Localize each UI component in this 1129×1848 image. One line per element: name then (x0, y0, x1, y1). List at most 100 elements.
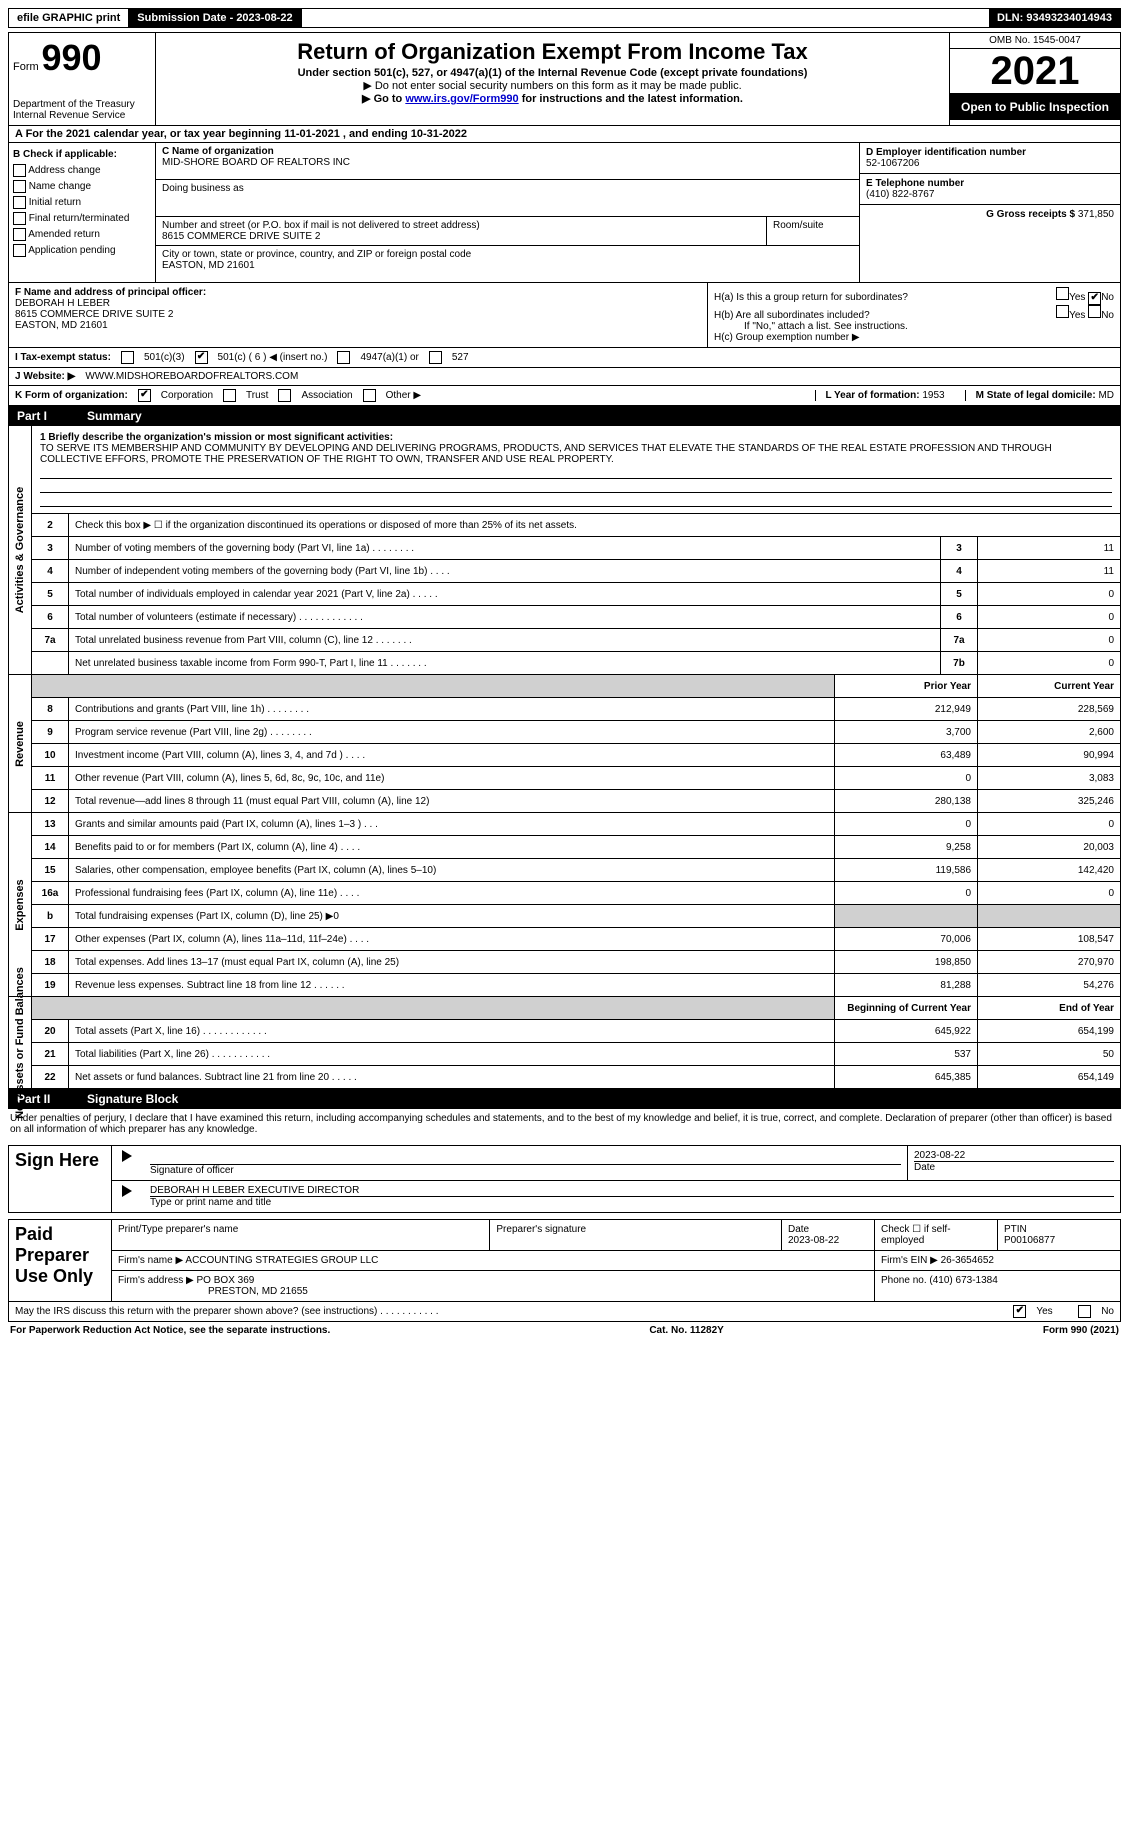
officer-group-block: F Name and address of principal officer:… (8, 283, 1121, 348)
b5: 5 (941, 583, 978, 606)
ha-no-lbl: No (1101, 292, 1114, 303)
footer-right: Form 990 (2021) (1043, 1325, 1119, 1336)
part2-header: Part II Signature Block (8, 1089, 1121, 1109)
chk-501c3[interactable] (121, 351, 134, 364)
ha-label: H(a) Is this a group return for subordin… (714, 292, 1056, 303)
b6: 6 (941, 606, 978, 629)
v7b: 0 (978, 652, 1121, 675)
chk-address[interactable] (13, 164, 26, 177)
v7a: 0 (978, 629, 1121, 652)
cy14: 20,003 (978, 836, 1121, 859)
ssn-note: ▶ Do not enter social security numbers o… (166, 79, 939, 92)
eoy21: 50 (978, 1043, 1121, 1066)
dln: DLN: 93493234014943 (989, 9, 1120, 27)
n8: 8 (32, 698, 69, 721)
b3: 3 (941, 537, 978, 560)
boy20: 645,922 (835, 1020, 978, 1043)
t5: Total number of individuals employed in … (69, 583, 941, 606)
chk-527[interactable] (429, 351, 442, 364)
chk-final[interactable] (13, 212, 26, 225)
submission-date: Submission Date - 2023-08-22 (129, 9, 301, 27)
n3: 3 (32, 537, 69, 560)
footer-mid: Cat. No. 11282Y (649, 1325, 723, 1336)
chk-4947[interactable] (337, 351, 350, 364)
pp-check: Check ☐ if self-employed (875, 1220, 998, 1251)
chk-corp[interactable] (138, 389, 151, 402)
n15: 15 (32, 859, 69, 882)
box-b-title: B Check if applicable: (13, 147, 151, 163)
sign-here-table: Sign Here Signature of officer 2023-08-2… (8, 1145, 1121, 1213)
firm-name: ACCOUNTING STRATEGIES GROUP LLC (185, 1255, 378, 1266)
chk-pending[interactable] (13, 244, 26, 257)
ha-yes-lbl: Yes (1069, 292, 1085, 303)
ag-table: 2Check this box ▶ ☐ if the organization … (32, 514, 1120, 674)
gross-receipts: 371,850 (1078, 209, 1114, 220)
lbl-4947: 4947(a)(1) or (360, 352, 418, 363)
form-title: Return of Organization Exempt From Incom… (166, 39, 939, 65)
lbl-name: Name change (29, 181, 91, 192)
chk-amended[interactable] (13, 228, 26, 241)
hb-yes[interactable] (1056, 305, 1069, 318)
chk-other[interactable] (363, 389, 376, 402)
l-label: L Year of formation: (826, 390, 920, 401)
open-to-public: Open to Public Inspection (950, 94, 1120, 120)
lbl-amended: Amended return (28, 229, 100, 240)
n14: 14 (32, 836, 69, 859)
py16a: 0 (835, 882, 978, 905)
t16b: Total fundraising expenses (Part IX, col… (69, 905, 835, 928)
chk-trust[interactable] (223, 389, 236, 402)
t15: Salaries, other compensation, employee b… (69, 859, 835, 882)
exp-table: 13Grants and similar amounts paid (Part … (32, 813, 1120, 996)
dept-treasury: Department of the Treasury (13, 99, 151, 110)
form-subtitle: Under section 501(c), 527, or 4947(a)(1)… (166, 67, 939, 79)
t7b: Net unrelated business taxable income fr… (69, 652, 941, 675)
row-k: K Form of organization: Corporation Trus… (8, 386, 1121, 406)
n16a: 16a (32, 882, 69, 905)
col-eoy: End of Year (978, 997, 1121, 1020)
firm-name-label: Firm's name ▶ (118, 1255, 183, 1266)
officer-addr2: EASTON, MD 21601 (15, 320, 701, 331)
py17: 70,006 (835, 928, 978, 951)
section-nab: Net Assets or Fund Balances Beginning of… (8, 997, 1121, 1089)
n13: 13 (32, 813, 69, 836)
v6: 0 (978, 606, 1121, 629)
state-domicile: MD (1098, 390, 1114, 401)
section-rev: Revenue Prior YearCurrent Year 8Contribu… (8, 675, 1121, 813)
n17: 17 (32, 928, 69, 951)
sig-date: 2023-08-22 (914, 1150, 1114, 1162)
hb-no[interactable] (1088, 305, 1101, 318)
col-cy: Current Year (978, 675, 1121, 698)
t18: Total expenses. Add lines 13–17 (must eq… (69, 951, 835, 974)
discuss-no-lbl: No (1101, 1306, 1114, 1317)
n18: 18 (32, 951, 69, 974)
footer-left: For Paperwork Reduction Act Notice, see … (10, 1325, 330, 1336)
discuss-text: May the IRS discuss this return with the… (15, 1306, 1003, 1317)
chk-501c[interactable] (195, 351, 208, 364)
v4: 11 (978, 560, 1121, 583)
t3: Number of voting members of the governin… (69, 537, 941, 560)
chk-assoc[interactable] (278, 389, 291, 402)
hb-note: If "No," attach a list. See instructions… (714, 321, 1114, 332)
cy10: 90,994 (978, 744, 1121, 767)
discuss-yes[interactable] (1013, 1305, 1026, 1318)
chk-initial[interactable] (13, 196, 26, 209)
n11: 11 (32, 767, 69, 790)
chk-name[interactable] (13, 180, 26, 193)
discuss-no[interactable] (1078, 1305, 1091, 1318)
irs-link[interactable]: www.irs.gov/Form990 (405, 93, 518, 105)
arrow-icon (122, 1150, 132, 1162)
mission-text: TO SERVE ITS MEMBERSHIP AND COMMUNITY BY… (40, 443, 1112, 465)
boy22: 645,385 (835, 1066, 978, 1089)
boy21: 537 (835, 1043, 978, 1066)
ha-yes[interactable] (1056, 287, 1069, 300)
py11: 0 (835, 767, 978, 790)
v3: 11 (978, 537, 1121, 560)
row-i: I Tax-exempt status: 501(c)(3) 501(c) ( … (8, 348, 1121, 368)
t12: Total revenue—add lines 8 through 11 (mu… (69, 790, 835, 813)
n19: 19 (32, 974, 69, 997)
py13: 0 (835, 813, 978, 836)
lbl-pending: Application pending (28, 245, 115, 256)
part1-title: Summary (87, 409, 142, 423)
ha-no[interactable] (1088, 292, 1101, 305)
t21: Total liabilities (Part X, line 26) . . … (69, 1043, 835, 1066)
